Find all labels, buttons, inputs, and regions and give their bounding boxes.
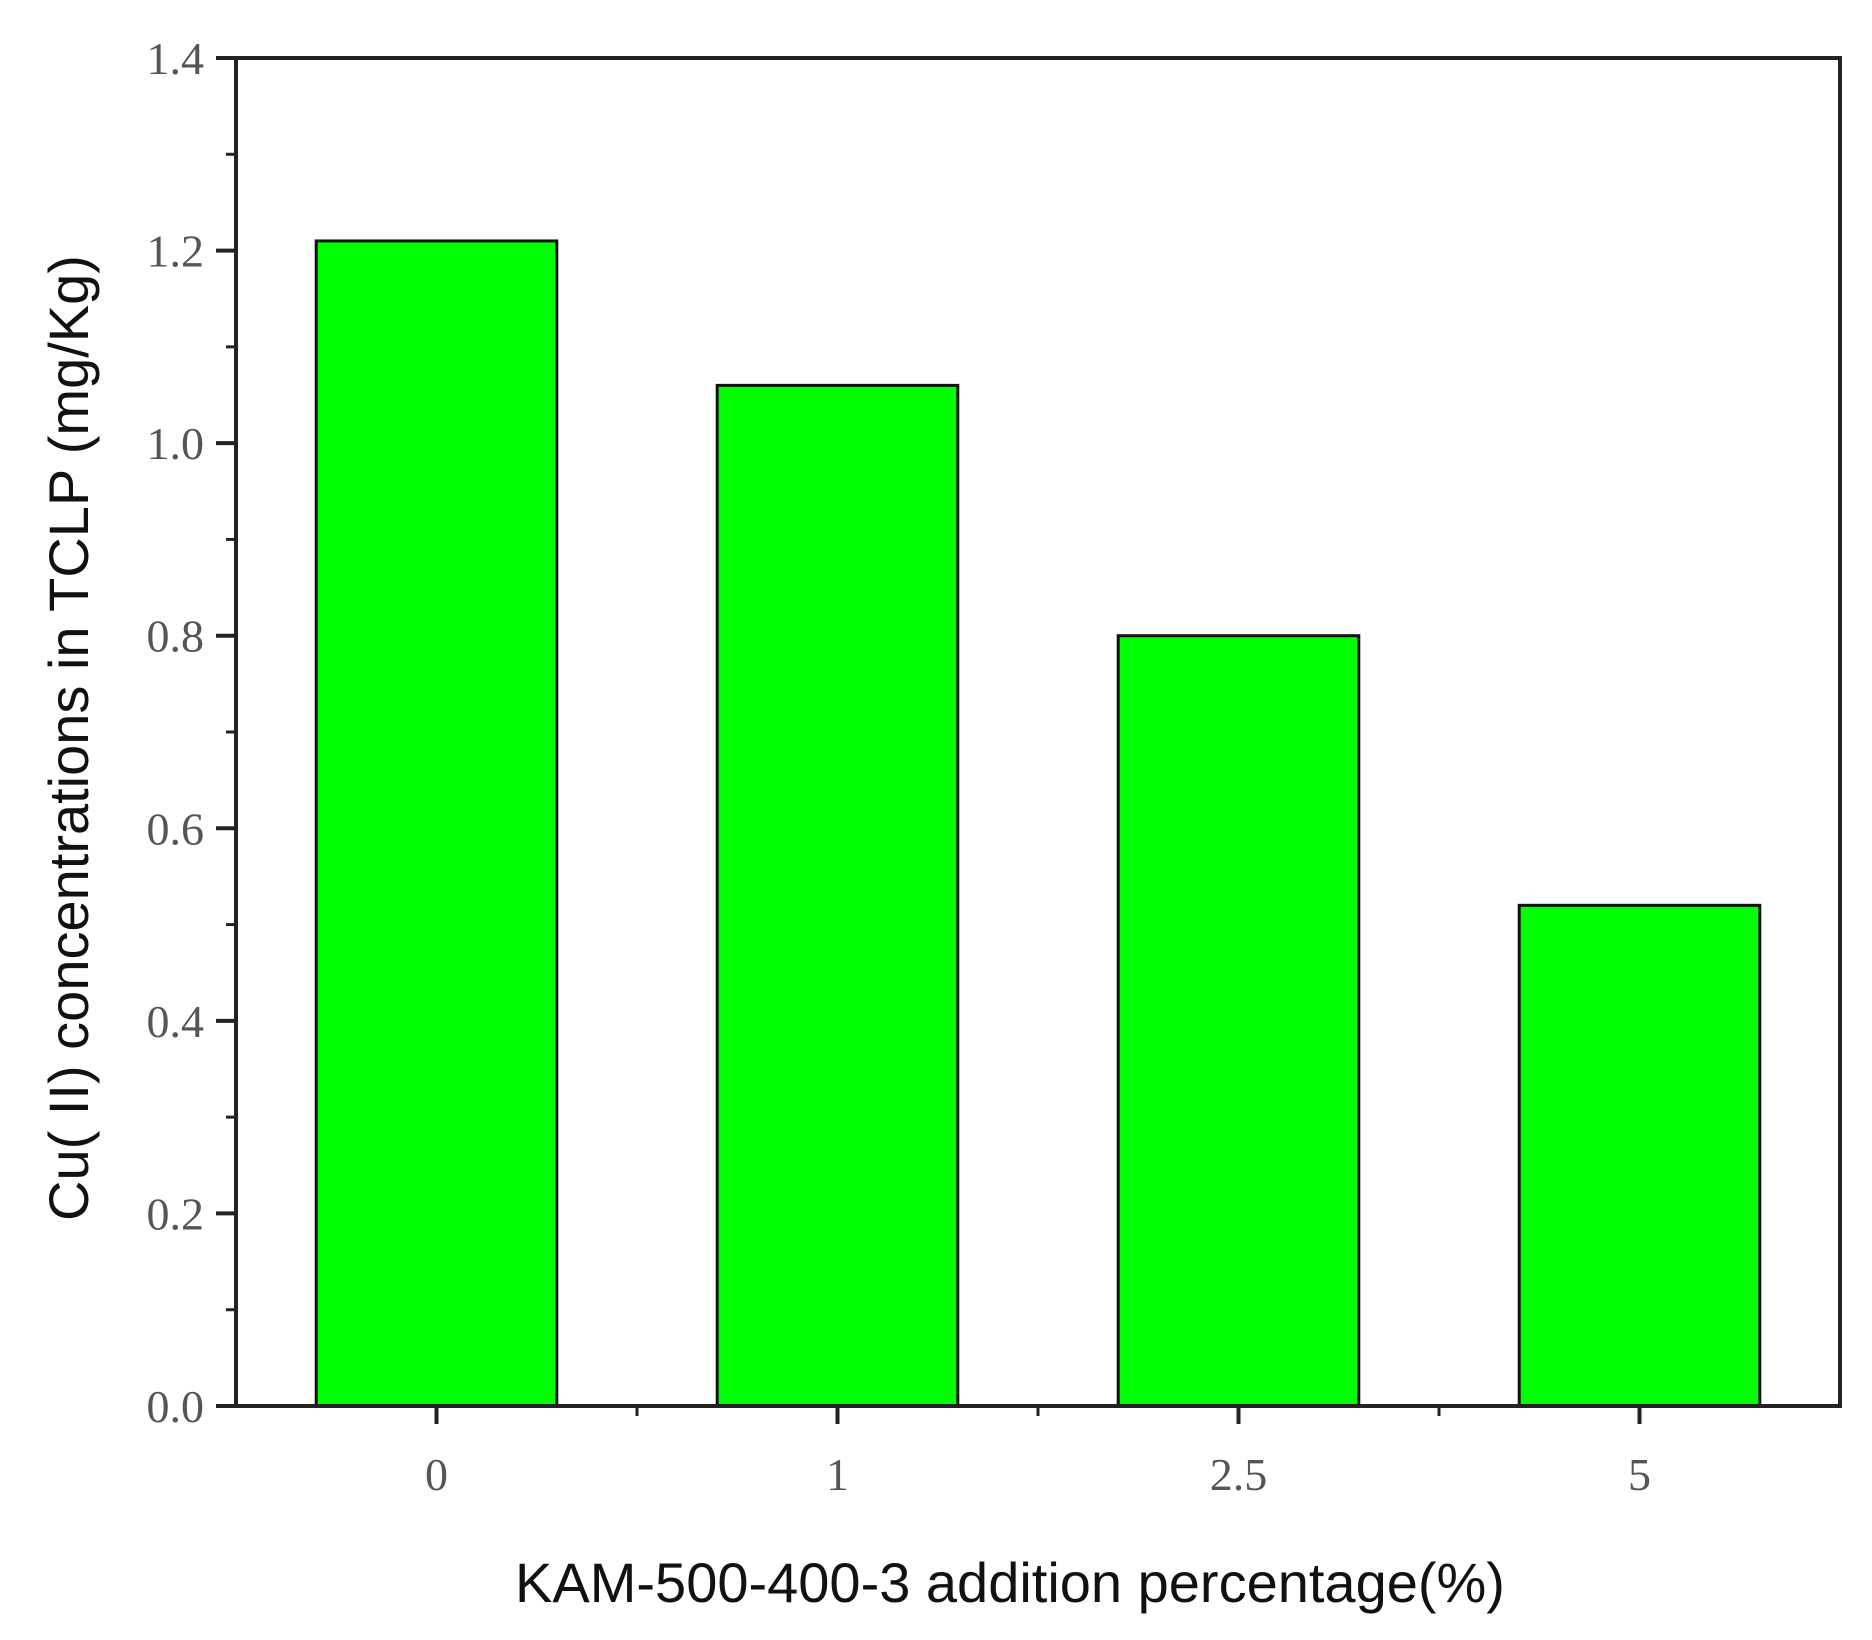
bar-5	[1517, 903, 1762, 1408]
x-tick-label: 2.5	[1210, 1449, 1268, 1500]
y-tick-label: 0.8	[147, 611, 205, 662]
y-tick-label: 0.2	[147, 1188, 205, 1239]
x-tick-label: 0	[425, 1449, 448, 1500]
y-tick-label: 0.4	[147, 996, 205, 1047]
bar-0	[314, 239, 559, 1408]
x-tick-label: 5	[1628, 1449, 1651, 1500]
x-axis-title: KAM-500-400-3 addition percentage(%)	[515, 1551, 1505, 1614]
y-axis-title: Cu( II) concentrations in TCLP (mg/Kg)	[37, 255, 100, 1221]
y-tick-label: 0.6	[147, 803, 205, 854]
x-axis-ticks: 0 1 2.5 5	[425, 1406, 1651, 1500]
y-axis-ticks: 0.0 0.2 0.4 0.6 0.8 1.0 1.2 1.4	[147, 33, 236, 1432]
y-tick-label: 1.2	[147, 226, 205, 277]
y-tick-label: 1.0	[147, 418, 205, 469]
bar-2.5	[1116, 634, 1361, 1408]
bar-1	[715, 383, 960, 1408]
y-tick-label: 1.4	[147, 33, 205, 84]
x-tick-label: 1	[826, 1449, 849, 1500]
y-tick-label: 0.0	[147, 1381, 205, 1432]
bars-layer	[314, 239, 1762, 1408]
